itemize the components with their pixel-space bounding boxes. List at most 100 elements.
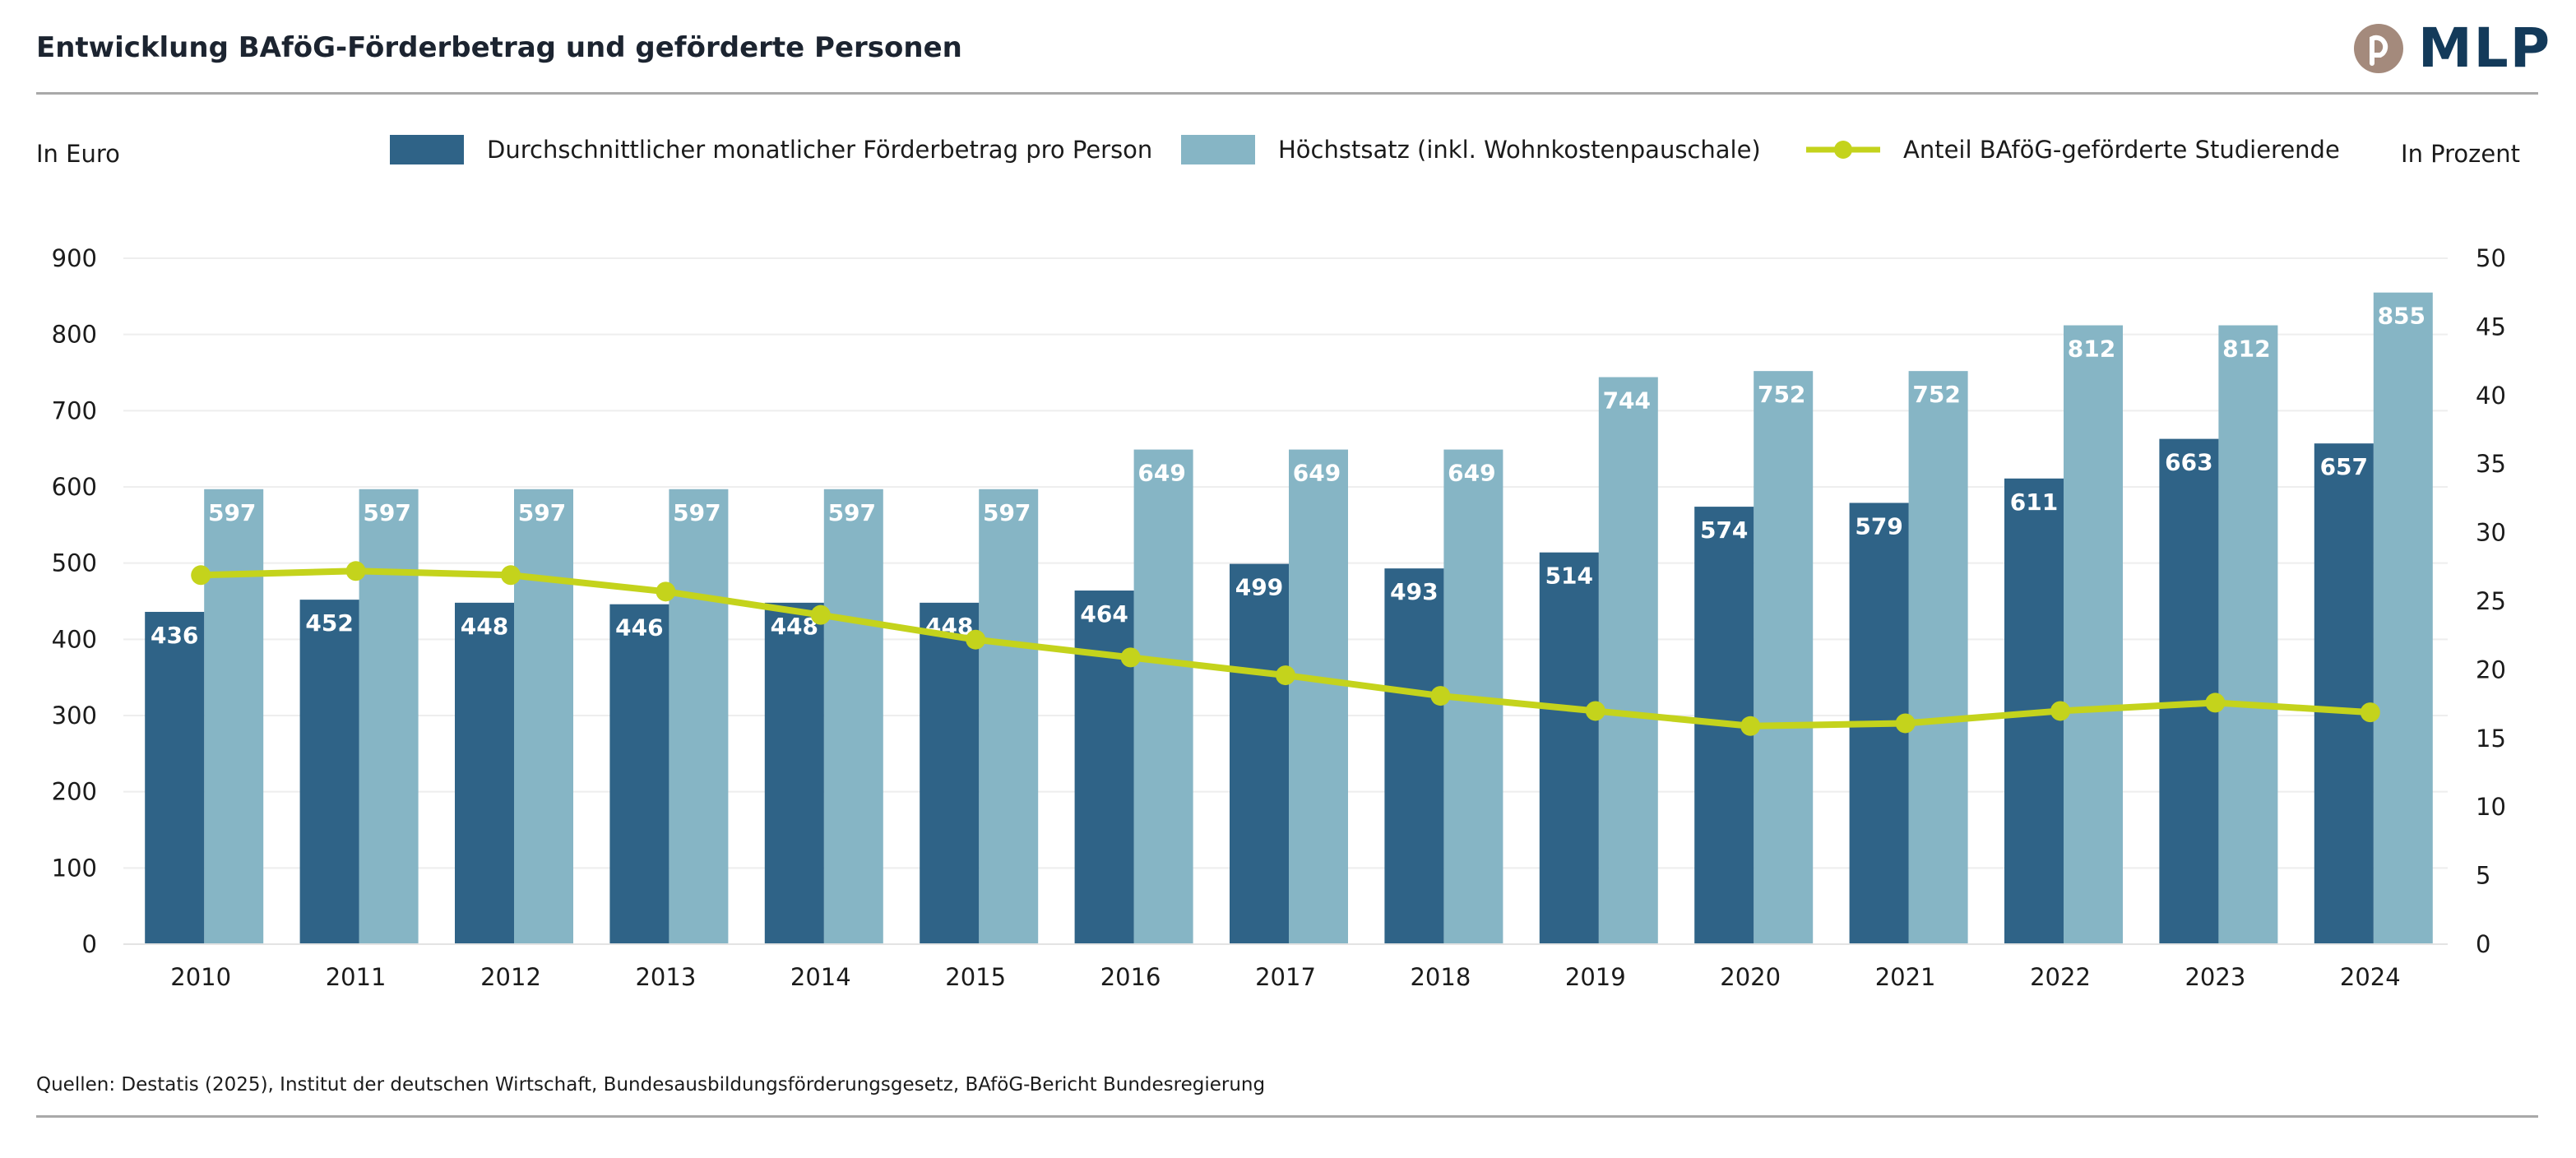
x-tick-label: 2013 xyxy=(635,963,696,991)
line-share-point xyxy=(191,565,211,586)
bar-avg-amount xyxy=(455,602,514,944)
source-note: Quellen: Destatis (2025), Institut der d… xyxy=(36,1074,1266,1095)
line-share-point xyxy=(1585,701,1605,721)
line-share-point xyxy=(501,565,521,586)
bar-avg-amount-label: 663 xyxy=(2165,449,2212,476)
y-left-tick-label: 400 xyxy=(52,625,97,653)
bar-max-rate-label: 597 xyxy=(363,499,410,526)
bar-avg-amount-label: 499 xyxy=(1235,574,1283,601)
y-right-tick-label: 10 xyxy=(2476,793,2506,821)
x-tick-label: 2012 xyxy=(480,963,541,991)
y-left-tick-label: 900 xyxy=(52,244,97,272)
chart-title: Entwicklung BAföG-Förderbetrag und geför… xyxy=(36,31,962,64)
legend-label-avg-amount: Durchschnittlicher monatlicher Förderbet… xyxy=(487,136,1153,164)
bar-avg-amount-label: 446 xyxy=(615,614,663,642)
bar-avg-amount-label: 436 xyxy=(151,622,198,649)
bar-max-rate xyxy=(1289,449,1348,944)
y-left-tick-label: 600 xyxy=(52,473,97,501)
y-right-tick-label: 25 xyxy=(2476,587,2506,615)
bar-max-rate xyxy=(1754,371,1814,944)
left-axis-unit: In Euro xyxy=(36,140,120,168)
bar-avg-amount xyxy=(1384,568,1444,944)
line-share-point xyxy=(2050,701,2070,721)
legend-label-max-rate: Höchstsatz (inkl. Wohnkostenpauschale) xyxy=(1278,136,1761,164)
bar-avg-amount-label: 464 xyxy=(1080,600,1128,628)
line-share-point xyxy=(345,561,366,581)
y-right-tick-label: 45 xyxy=(2476,313,2506,340)
bar-avg-amount-label: 452 xyxy=(305,609,353,637)
x-tick-label: 2010 xyxy=(170,963,231,991)
bar-max-rate-label: 649 xyxy=(1137,460,1185,487)
bar-avg-amount xyxy=(764,602,824,944)
bar-max-rate-label: 649 xyxy=(1293,460,1341,487)
bar-max-rate-label: 597 xyxy=(673,499,720,526)
line-share-point xyxy=(810,604,831,625)
x-tick-label: 2019 xyxy=(1565,963,1626,991)
bar-avg-amount-label: 574 xyxy=(1700,516,1748,544)
y-right-tick-label: 15 xyxy=(2476,725,2506,753)
legend-swatch-max-rate xyxy=(1181,135,1255,164)
x-tick-label: 2023 xyxy=(2185,963,2245,991)
bar-avg-amount xyxy=(2314,443,2374,944)
bar-max-rate xyxy=(514,489,573,944)
mlp-logo: MLP xyxy=(2352,20,2551,77)
bar-max-rate xyxy=(204,489,264,944)
y-left-tick-label: 700 xyxy=(52,396,97,424)
bar-max-rate-label: 597 xyxy=(983,499,1031,526)
top-divider xyxy=(36,92,2538,95)
bar-max-rate xyxy=(2218,325,2278,945)
bar-max-rate xyxy=(823,489,883,944)
bar-max-rate xyxy=(1908,371,1968,944)
bar-avg-amount-label: 448 xyxy=(461,613,508,640)
bar-avg-amount-label: 493 xyxy=(1390,578,1438,605)
bar-avg-amount xyxy=(1230,563,1289,944)
bar-max-rate-label: 752 xyxy=(1758,381,1805,408)
x-tick-label: 2017 xyxy=(1255,963,1316,991)
bar-max-rate xyxy=(1598,377,1658,944)
y-right-tick-label: 35 xyxy=(2476,450,2506,478)
x-tick-label: 2011 xyxy=(326,963,387,991)
bar-max-rate-label: 649 xyxy=(1448,460,1495,487)
y-left-tick-label: 500 xyxy=(52,549,97,577)
y-left-tick-label: 200 xyxy=(52,778,97,806)
bar-max-rate xyxy=(979,489,1039,944)
y-right-tick-label: 30 xyxy=(2476,519,2506,547)
x-tick-label: 2018 xyxy=(1410,963,1471,991)
y-left-tick-label: 300 xyxy=(52,702,97,730)
bar-avg-amount-label: 611 xyxy=(2010,489,2058,516)
x-tick-label: 2022 xyxy=(2030,963,2091,991)
line-share-point xyxy=(1740,716,1761,736)
x-tick-label: 2014 xyxy=(790,963,851,991)
bar-max-rate-label: 744 xyxy=(1603,387,1651,415)
bar-avg-amount-label: 514 xyxy=(1545,563,1593,590)
bar-avg-amount xyxy=(145,611,205,944)
bar-avg-amount xyxy=(609,604,669,944)
bar-avg-amount-label: 579 xyxy=(1855,512,1902,540)
bar-max-rate-label: 812 xyxy=(2222,336,2270,363)
bar-avg-amount-label: 657 xyxy=(2320,453,2368,480)
x-tick-label: 2024 xyxy=(2340,963,2401,991)
line-share-point xyxy=(1276,665,1295,686)
bar-max-rate-label: 812 xyxy=(2068,336,2115,363)
x-tick-label: 2015 xyxy=(945,963,1006,991)
legend-label-share: Anteil BAföG-geförderte Studierende xyxy=(1903,136,2340,164)
y-right-tick-label: 0 xyxy=(2476,930,2490,958)
bar-max-rate-label: 597 xyxy=(828,499,876,526)
y-left-tick-label: 800 xyxy=(52,321,97,349)
x-tick-label: 2021 xyxy=(1875,963,1936,991)
y-right-tick-label: 50 xyxy=(2476,244,2506,272)
bar-avg-amount xyxy=(920,602,980,944)
line-share-point xyxy=(656,581,676,602)
bar-max-rate xyxy=(2373,292,2433,944)
bar-avg-amount-label: 448 xyxy=(771,613,818,640)
bar-max-rate xyxy=(1133,449,1193,944)
bar-avg-amount xyxy=(299,600,359,944)
legend-item-share: Anteil BAföG-geförderte Studierende xyxy=(1806,135,2340,164)
bar-max-rate xyxy=(669,489,729,944)
line-share-point xyxy=(1895,713,1916,734)
bar-max-rate-label: 855 xyxy=(2378,303,2425,330)
y-right-tick-label: 20 xyxy=(2476,655,2506,683)
bar-avg-amount xyxy=(2159,438,2219,944)
line-share-point xyxy=(966,629,986,650)
